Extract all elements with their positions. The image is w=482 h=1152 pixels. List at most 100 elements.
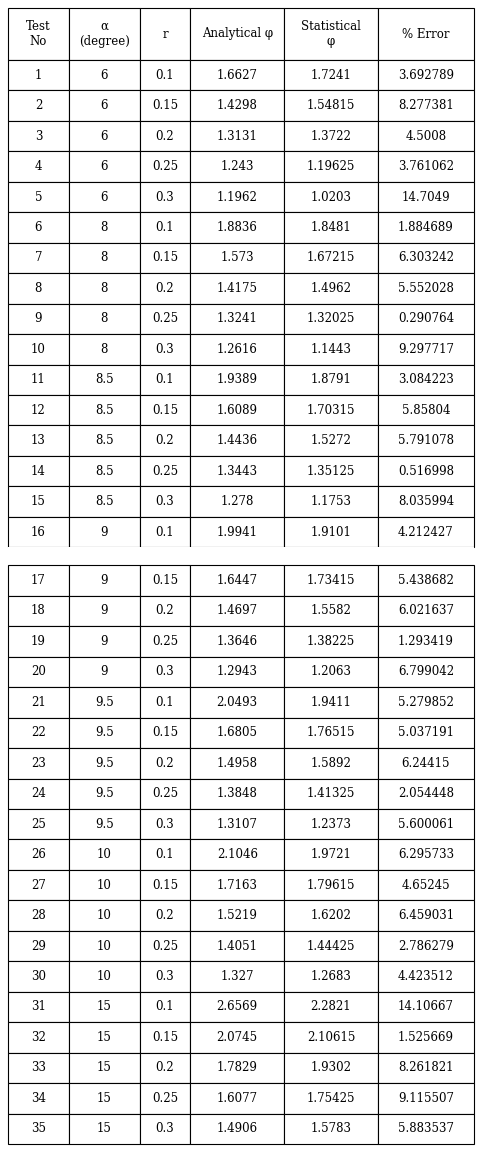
Text: 10: 10 bbox=[31, 343, 46, 356]
Bar bbox=[140, 566, 190, 596]
Bar bbox=[8, 212, 69, 243]
Bar bbox=[140, 91, 190, 121]
Bar bbox=[284, 91, 378, 121]
Bar bbox=[8, 8, 69, 60]
Text: 8.5: 8.5 bbox=[95, 464, 114, 478]
Bar bbox=[69, 182, 140, 212]
Bar bbox=[378, 566, 474, 596]
Text: 30: 30 bbox=[31, 970, 46, 983]
Bar bbox=[69, 779, 140, 809]
Bar bbox=[69, 121, 140, 151]
Text: Test
No: Test No bbox=[26, 20, 51, 48]
Bar bbox=[284, 456, 378, 486]
Text: 8: 8 bbox=[101, 343, 108, 356]
Bar bbox=[8, 627, 69, 657]
Bar bbox=[69, 425, 140, 456]
Bar bbox=[378, 870, 474, 901]
Text: 0.3: 0.3 bbox=[156, 1122, 174, 1135]
Bar bbox=[140, 840, 190, 870]
Text: 1.2373: 1.2373 bbox=[310, 818, 351, 831]
Bar bbox=[69, 1022, 140, 1053]
Bar bbox=[69, 961, 140, 992]
Text: 9: 9 bbox=[100, 666, 108, 679]
Bar bbox=[8, 486, 69, 517]
Text: 1.35125: 1.35125 bbox=[307, 464, 355, 478]
Text: 10: 10 bbox=[97, 848, 112, 862]
Text: 0.3: 0.3 bbox=[156, 666, 174, 679]
Bar bbox=[378, 961, 474, 992]
Text: 1.6077: 1.6077 bbox=[216, 1092, 258, 1105]
Text: 2.0745: 2.0745 bbox=[216, 1031, 258, 1044]
Bar bbox=[378, 992, 474, 1022]
Text: 2.10615: 2.10615 bbox=[307, 1031, 355, 1044]
Bar bbox=[69, 901, 140, 931]
Bar bbox=[8, 840, 69, 870]
Text: 1.2616: 1.2616 bbox=[217, 343, 258, 356]
Bar bbox=[140, 517, 190, 547]
Bar bbox=[190, 992, 284, 1022]
Text: 1.6627: 1.6627 bbox=[217, 69, 258, 82]
Bar bbox=[69, 456, 140, 486]
Text: 0.2: 0.2 bbox=[156, 909, 174, 922]
Bar bbox=[190, 243, 284, 273]
Bar bbox=[140, 961, 190, 992]
Bar bbox=[378, 657, 474, 687]
Bar bbox=[190, 1114, 284, 1144]
Bar bbox=[378, 627, 474, 657]
Bar bbox=[378, 901, 474, 931]
Text: 26: 26 bbox=[31, 848, 46, 862]
Bar bbox=[190, 596, 284, 627]
Text: 0.1: 0.1 bbox=[156, 221, 174, 234]
Text: 9: 9 bbox=[35, 312, 42, 325]
Bar bbox=[284, 334, 378, 364]
Bar bbox=[284, 243, 378, 273]
Text: 15: 15 bbox=[97, 1000, 112, 1014]
Bar bbox=[140, 809, 190, 840]
Text: 8: 8 bbox=[35, 282, 42, 295]
Text: 0.2: 0.2 bbox=[156, 757, 174, 770]
Text: 5.791078: 5.791078 bbox=[398, 434, 454, 447]
Bar bbox=[8, 1022, 69, 1053]
Text: 1.32025: 1.32025 bbox=[307, 312, 355, 325]
Bar bbox=[190, 901, 284, 931]
Text: 1.6089: 1.6089 bbox=[217, 403, 258, 417]
Bar bbox=[284, 425, 378, 456]
Bar bbox=[140, 364, 190, 395]
Bar bbox=[140, 60, 190, 91]
Text: 0.2: 0.2 bbox=[156, 434, 174, 447]
Bar bbox=[378, 121, 474, 151]
Text: 5.85804: 5.85804 bbox=[402, 403, 450, 417]
Text: 0.3: 0.3 bbox=[156, 190, 174, 204]
Bar bbox=[8, 456, 69, 486]
Text: 2: 2 bbox=[35, 99, 42, 112]
Bar bbox=[190, 425, 284, 456]
Bar bbox=[378, 304, 474, 334]
Bar bbox=[190, 121, 284, 151]
Text: 0.2: 0.2 bbox=[156, 1061, 174, 1075]
Bar bbox=[284, 121, 378, 151]
Text: 1.9302: 1.9302 bbox=[310, 1061, 351, 1075]
Bar bbox=[140, 1053, 190, 1083]
Bar bbox=[378, 425, 474, 456]
Bar bbox=[8, 687, 69, 718]
Text: % Error: % Error bbox=[402, 28, 450, 40]
Bar bbox=[378, 596, 474, 627]
Text: 1.9941: 1.9941 bbox=[217, 525, 258, 539]
Text: 1.79615: 1.79615 bbox=[307, 879, 355, 892]
Text: 1.2943: 1.2943 bbox=[217, 666, 258, 679]
Text: 8.5: 8.5 bbox=[95, 434, 114, 447]
Text: 9.5: 9.5 bbox=[95, 757, 114, 770]
Bar bbox=[378, 748, 474, 779]
Bar bbox=[378, 8, 474, 60]
Text: 5.600061: 5.600061 bbox=[398, 818, 454, 831]
Bar bbox=[284, 687, 378, 718]
Text: 1.3646: 1.3646 bbox=[216, 635, 258, 647]
Bar bbox=[140, 627, 190, 657]
Bar bbox=[284, 779, 378, 809]
Text: 13: 13 bbox=[31, 434, 46, 447]
Bar bbox=[190, 657, 284, 687]
Text: α
(degree): α (degree) bbox=[79, 20, 130, 48]
Text: Analytical φ: Analytical φ bbox=[201, 28, 273, 40]
Text: 0.15: 0.15 bbox=[152, 99, 178, 112]
Text: 4: 4 bbox=[35, 160, 42, 173]
